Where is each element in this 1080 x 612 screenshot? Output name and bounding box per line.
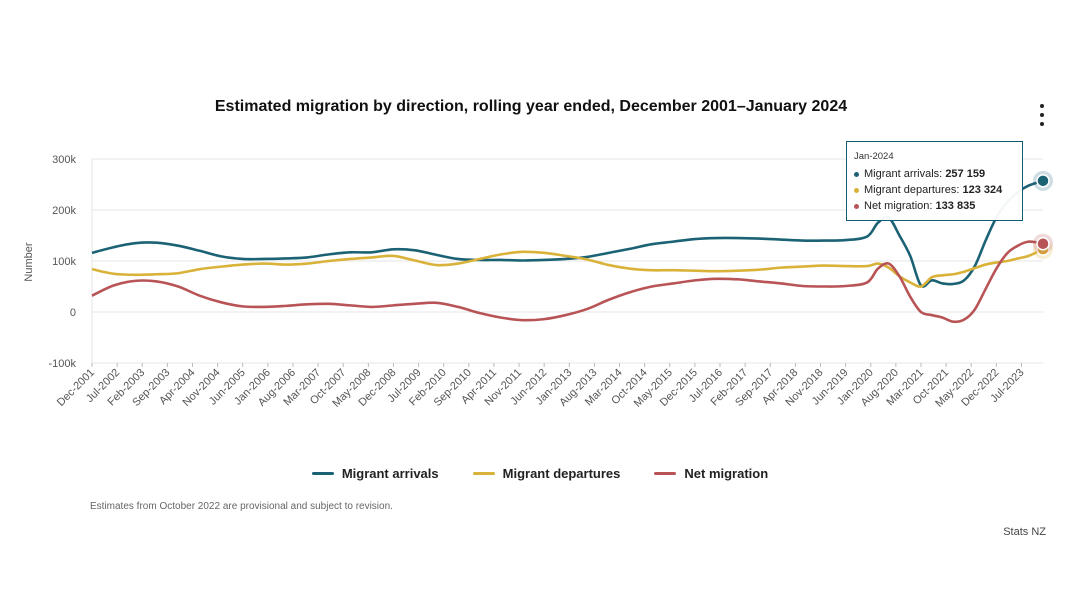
hover-point-net[interactable]: [1036, 236, 1050, 251]
y-axis-label: Number: [23, 242, 35, 281]
tooltip-row-departures: Migrant departures: 123 324: [854, 182, 1015, 198]
legend-item-arrivals[interactable]: Migrant arrivals: [311, 466, 439, 481]
more-vertical-icon[interactable]: [1033, 104, 1051, 126]
series-line-arrivals[interactable]: [91, 179, 1044, 288]
legend-swatch-net: [654, 472, 677, 475]
departures-dot-icon: [854, 187, 859, 193]
menu-dot: [1040, 104, 1044, 108]
net-dot-icon: [854, 203, 859, 209]
legend-swatch-arrivals: [311, 472, 334, 475]
y-tick-label: 300k: [52, 154, 76, 166]
tooltip-date: Jan-2024: [854, 151, 894, 162]
tooltip-value: 133 835: [935, 200, 976, 212]
legend-label: Net migration: [684, 466, 769, 481]
tooltip-value: 123 324: [962, 184, 1003, 196]
tooltip-label: Migrant arrivals:: [864, 168, 943, 180]
legend-item-net[interactable]: Net migration: [654, 466, 768, 481]
legend-label: Migrant departures: [502, 466, 621, 481]
source-credit: Stats NZ: [1003, 526, 1046, 538]
tooltip-label: Migrant departures:: [864, 184, 960, 196]
footnote: Estimates from October 2022 are provisio…: [90, 501, 393, 512]
series-line-net[interactable]: [91, 240, 1044, 324]
hover-point-arrivals[interactable]: [1036, 174, 1050, 188]
tooltip-label: Net migration:: [864, 200, 933, 212]
legend-label: Migrant arrivals: [341, 466, 439, 481]
tooltip-row-arrivals: Migrant arrivals: 257 159: [854, 166, 1015, 182]
arrivals-dot-icon: [854, 171, 859, 177]
tooltip: Jan-2024 Migrant arrivals: 257 159 Migra…: [846, 141, 1023, 221]
menu-dot: [1040, 122, 1044, 126]
chart-title: Estimated migration by direction, rollin…: [214, 98, 848, 115]
tooltip-row-net: Net migration: 133 835: [854, 198, 1015, 214]
legend-item-departures[interactable]: Migrant departures: [472, 466, 621, 481]
legend: Migrant arrivals Migrant departures Net …: [0, 466, 1080, 481]
menu-dot: [1040, 113, 1044, 117]
y-tick-label: 200k: [52, 205, 76, 217]
legend-swatch-departures: [472, 472, 495, 475]
y-tick-label: 0: [70, 307, 76, 319]
tooltip-value: 257 159: [945, 168, 986, 180]
y-tick-label: -100k: [48, 358, 76, 370]
series-line-departures[interactable]: [91, 247, 1044, 288]
y-tick-label: 100k: [52, 256, 76, 268]
